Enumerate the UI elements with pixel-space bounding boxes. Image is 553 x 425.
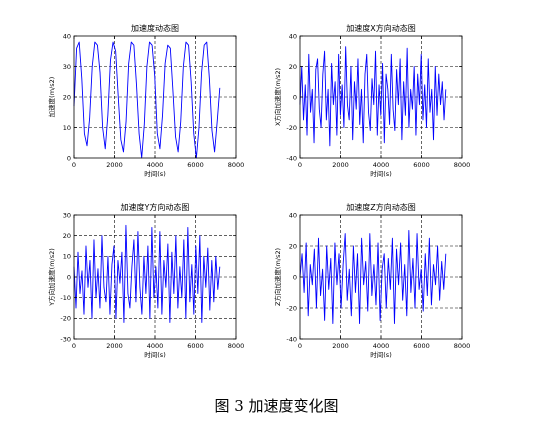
series-line (299, 46, 447, 147)
y-tick-label: -20 (60, 315, 71, 323)
y-tick-label: 0 (293, 273, 297, 281)
y-tick-label: 20 (289, 242, 297, 250)
x-axis-label: 时间(s) (144, 350, 165, 359)
x-tick-label: 4000 (373, 342, 390, 350)
x-tick-label: 0 (298, 161, 302, 169)
y-tick-label: 0 (293, 93, 297, 101)
chart-title: 加速度X方向动态图 (346, 23, 415, 33)
y-tick-label: -20 (286, 304, 297, 312)
y-tick-label: 10 (63, 253, 71, 261)
x-tick-label: 8000 (454, 161, 471, 169)
y-tick-label: 0 (67, 273, 71, 281)
y-tick-label: -40 (286, 154, 297, 162)
y-tick-label: 0 (67, 154, 71, 162)
x-tick-label: 0 (72, 161, 76, 169)
figure-caption: 图 3 加速度变化图 (214, 397, 339, 415)
y-tick-label: 20 (289, 63, 297, 71)
y-tick-label: -20 (286, 124, 297, 132)
y-tick-label: -10 (60, 294, 71, 302)
x-tick-label: 2000 (332, 342, 349, 350)
x-tick-label: 2000 (332, 161, 349, 169)
y-tick-label: 30 (63, 63, 71, 71)
y-tick-label: 40 (63, 32, 71, 40)
series-line (73, 224, 221, 323)
y-tick-label: -30 (60, 335, 71, 343)
y-tick-label: -40 (286, 335, 297, 343)
x-tick-label: 0 (298, 342, 302, 350)
y-axis-label: Y方向加速度(m/s2) (47, 248, 56, 307)
y-tick-label: 20 (63, 93, 71, 101)
x-tick-label: 8000 (228, 342, 245, 350)
x-tick-label: 4000 (373, 161, 390, 169)
x-tick-label: 6000 (187, 161, 204, 169)
x-tick-label: 4000 (147, 161, 164, 169)
y-tick-label: 10 (63, 124, 71, 132)
x-tick-label: 4000 (147, 342, 164, 350)
x-acceleration-chart: 0 2000 4000 6000 8000 -40 -20 0 20 40 加速度X方向动态图时间(… (273, 23, 470, 178)
series-line (299, 230, 447, 324)
z-acceleration-chart: 0 2000 4000 6000 8000 -40 -20 0 20 40 加速度Z方向动态图时间(… (273, 202, 470, 359)
y-tick-label: 40 (289, 211, 297, 219)
chart-title: 加速度动态图 (131, 23, 179, 33)
chart-title: 加速度Z方向动态图 (346, 202, 415, 212)
x-axis-label: 时间(s) (370, 169, 391, 178)
y-tick-label: 20 (63, 232, 71, 240)
y-acceleration-chart: 0 2000 4000 6000 8000 -30 -20 -10 0 10 20 30 加速度Y方向动… (47, 202, 244, 359)
x-tick-label: 6000 (413, 342, 430, 350)
y-axis-label: 加速度(m/s2) (47, 77, 56, 118)
y-axis-label: Z方向加速度(m/s2) (273, 248, 282, 306)
x-tick-label: 2000 (106, 161, 123, 169)
x-tick-label: 6000 (413, 161, 430, 169)
chart-title: 加速度Y方向动态图 (121, 202, 190, 212)
y-tick-label: 40 (289, 32, 297, 40)
x-tick-label: 0 (72, 342, 76, 350)
series-line (73, 41, 221, 159)
x-axis-label: 时间(s) (370, 350, 391, 359)
x-tick-label: 8000 (454, 342, 471, 350)
y-axis-label: X方向加速度(m/s2) (273, 68, 282, 126)
x-axis-label: 时间(s) (144, 169, 165, 178)
x-tick-label: 2000 (106, 342, 123, 350)
x-tick-label: 6000 (187, 342, 204, 350)
x-tick-label: 8000 (228, 161, 245, 169)
y-tick-label: 30 (63, 211, 71, 219)
